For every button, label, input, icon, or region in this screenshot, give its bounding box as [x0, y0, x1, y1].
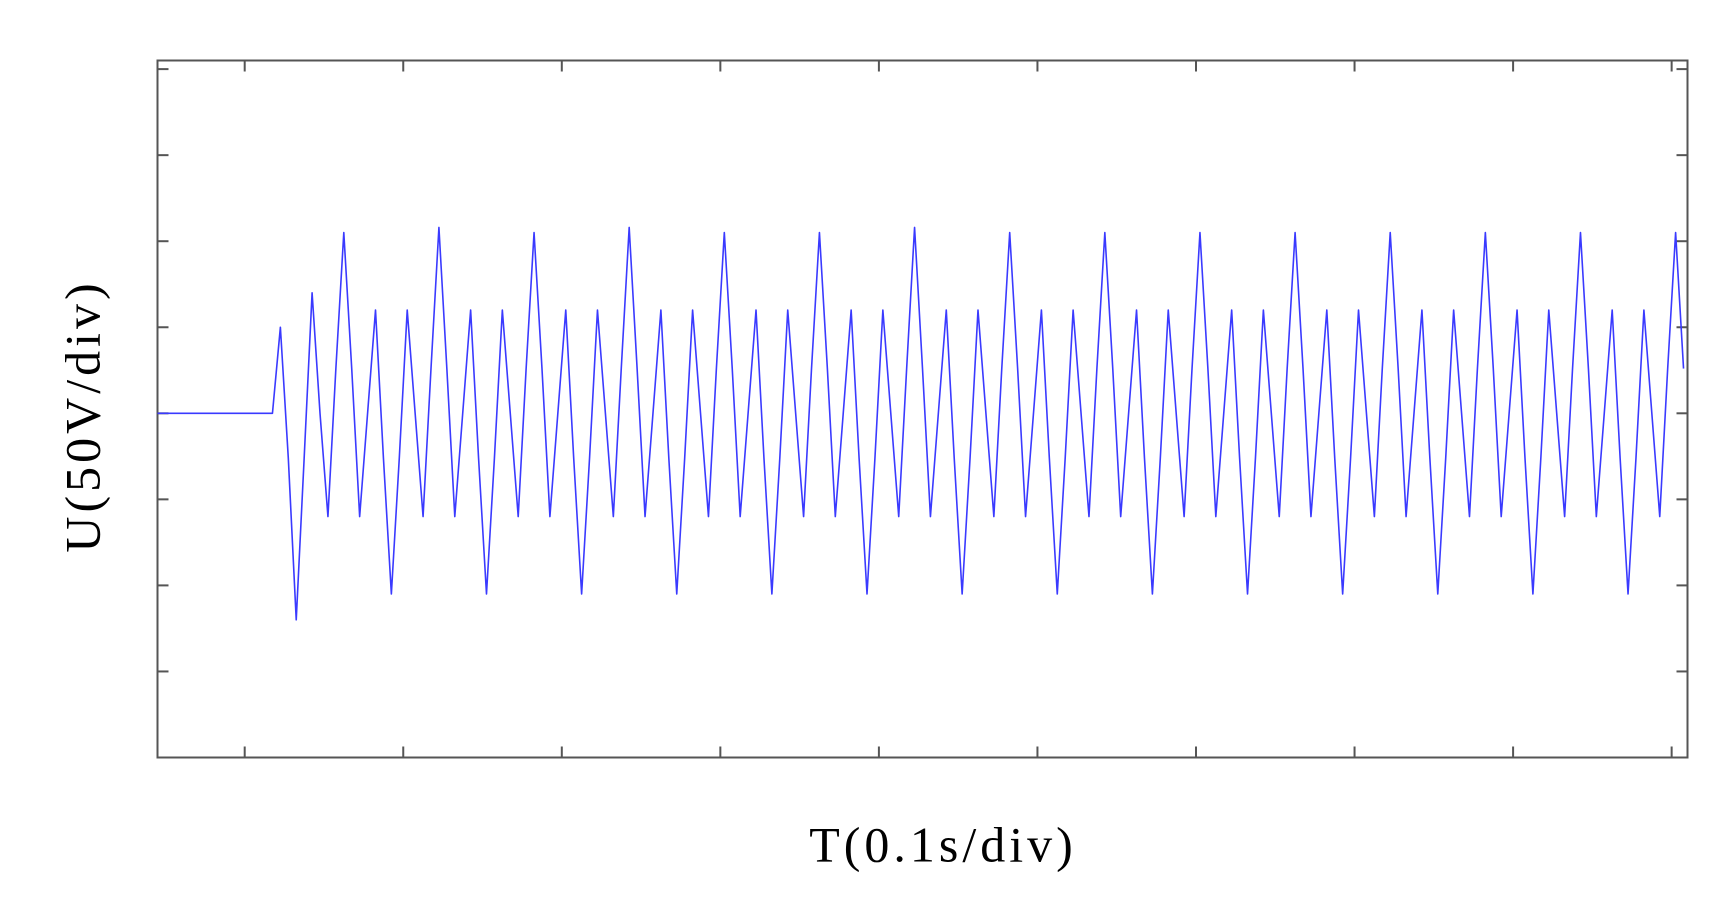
- plot-frame: [156, 59, 1689, 759]
- x-axis-label: T(0.1s/div): [809, 816, 1077, 872]
- waveform: [157, 226, 1685, 621]
- y-axis-label: U(50V/div): [54, 279, 110, 552]
